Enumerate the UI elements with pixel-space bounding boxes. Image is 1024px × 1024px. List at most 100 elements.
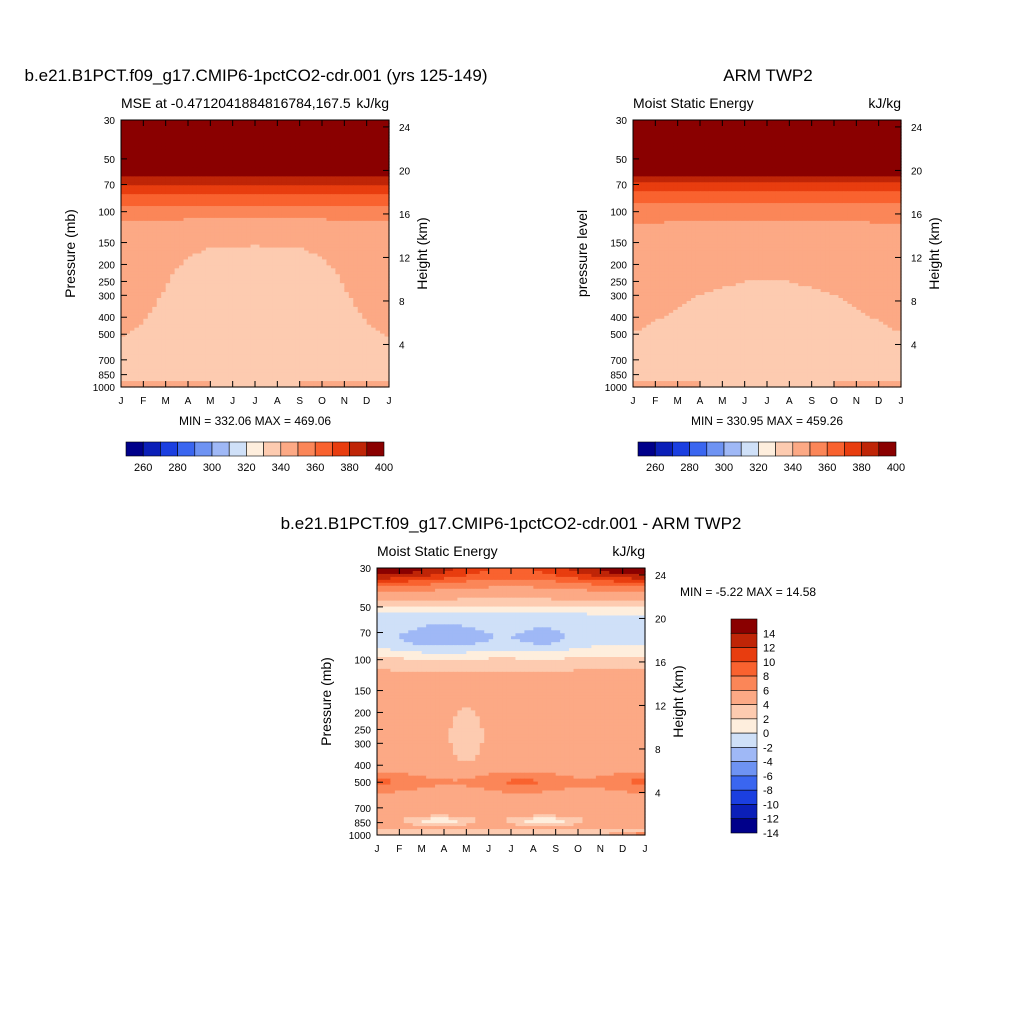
contour-cell bbox=[255, 164, 261, 169]
contour-cell bbox=[125, 146, 131, 151]
contour-cell bbox=[183, 131, 189, 136]
contour-cell bbox=[295, 179, 301, 183]
contour-cell bbox=[366, 134, 372, 139]
contour-cell bbox=[259, 149, 265, 154]
contour-cell bbox=[228, 155, 234, 160]
contour-cell bbox=[156, 143, 162, 148]
contour-cell bbox=[147, 140, 153, 145]
contour-cell bbox=[156, 149, 162, 154]
contour-cell bbox=[335, 137, 341, 142]
contour-cell bbox=[219, 185, 225, 189]
contour-cell bbox=[344, 155, 350, 160]
contour-cell bbox=[188, 143, 194, 148]
contour-cell bbox=[326, 155, 332, 160]
contour-cell bbox=[308, 161, 314, 166]
contour-cell bbox=[277, 134, 283, 139]
contour-cell bbox=[170, 152, 176, 157]
contour-cell bbox=[259, 170, 265, 174]
contour-cell bbox=[152, 164, 158, 169]
contour-cell bbox=[362, 179, 368, 183]
contour-cell bbox=[170, 179, 176, 183]
contour-cell bbox=[237, 179, 243, 183]
contour-cell bbox=[205, 179, 211, 183]
contour-cell bbox=[161, 143, 167, 148]
contour-cell bbox=[143, 131, 149, 136]
contour-cell bbox=[304, 179, 310, 183]
contour-cell bbox=[192, 131, 198, 136]
contour-cell bbox=[156, 125, 162, 130]
contour-cell bbox=[317, 140, 323, 145]
contour-cell bbox=[174, 137, 180, 142]
contour-cell bbox=[223, 170, 229, 174]
contour-cell bbox=[143, 134, 149, 139]
contour-cell bbox=[335, 140, 341, 145]
contour-cell bbox=[353, 134, 359, 139]
contour-cell bbox=[232, 137, 238, 142]
contour-cell bbox=[152, 182, 158, 186]
contour-cell bbox=[366, 125, 372, 130]
contour-cell bbox=[228, 161, 234, 166]
contour-cell bbox=[295, 143, 301, 148]
contour-cell bbox=[344, 131, 350, 136]
contour-cell bbox=[268, 134, 274, 139]
contour-cell bbox=[268, 120, 274, 124]
contour-cell bbox=[295, 155, 301, 160]
contour-cell bbox=[272, 164, 278, 169]
contour-cell bbox=[281, 122, 287, 127]
contour-cell bbox=[366, 122, 372, 127]
contour-cell bbox=[138, 146, 144, 151]
contour-cell bbox=[317, 164, 323, 169]
contour-cell bbox=[380, 149, 386, 154]
contour-cell bbox=[380, 167, 386, 172]
contour-cell bbox=[205, 128, 211, 133]
contour-cell bbox=[232, 161, 238, 166]
contour-cell bbox=[375, 149, 381, 154]
contour-cell bbox=[174, 173, 180, 177]
contour-cell bbox=[313, 131, 319, 136]
contour-cell bbox=[161, 128, 167, 133]
contour-cell bbox=[188, 164, 194, 169]
contour-cell bbox=[362, 161, 368, 166]
contour-cell bbox=[375, 155, 381, 160]
contour-cell bbox=[250, 176, 256, 180]
contour-cell bbox=[268, 131, 274, 136]
contour-cell bbox=[219, 161, 225, 166]
contour-cell bbox=[138, 122, 144, 127]
contour-cell bbox=[366, 176, 372, 180]
contour-cell bbox=[196, 152, 202, 157]
contour-cell bbox=[380, 134, 386, 139]
contour-cell bbox=[125, 170, 131, 174]
contour-cell bbox=[371, 149, 377, 154]
contour-cell bbox=[170, 167, 176, 172]
contour-cell bbox=[259, 176, 265, 180]
contour-cell bbox=[246, 182, 252, 186]
contour-cell bbox=[313, 120, 319, 124]
contour-cell bbox=[268, 155, 274, 160]
contour-cell bbox=[326, 173, 332, 177]
contour-cell bbox=[326, 152, 332, 157]
contour-cell bbox=[255, 140, 261, 145]
contour-cell bbox=[290, 125, 296, 130]
contour-cell bbox=[263, 122, 269, 127]
contour-cell bbox=[286, 122, 292, 127]
contour-cell bbox=[348, 128, 354, 133]
contour-cell bbox=[304, 158, 310, 163]
contour-cell bbox=[375, 143, 381, 148]
contour-cell bbox=[286, 179, 292, 183]
contour-cell bbox=[362, 173, 368, 177]
contour-cell bbox=[362, 176, 368, 180]
contour-cell bbox=[259, 167, 265, 172]
contour-cell bbox=[205, 125, 211, 130]
contour-cell bbox=[210, 182, 216, 186]
contour-cell bbox=[366, 158, 372, 163]
contour-cell bbox=[281, 167, 287, 172]
contour-cell bbox=[161, 122, 167, 127]
contour-cell bbox=[121, 185, 127, 189]
contour-cell bbox=[188, 167, 194, 172]
contour-cell bbox=[241, 176, 247, 180]
contour-cell bbox=[272, 173, 278, 177]
contour-cell bbox=[339, 158, 345, 163]
contour-cell bbox=[179, 140, 185, 145]
contour-cell bbox=[147, 146, 153, 151]
contour-cell bbox=[219, 128, 225, 133]
